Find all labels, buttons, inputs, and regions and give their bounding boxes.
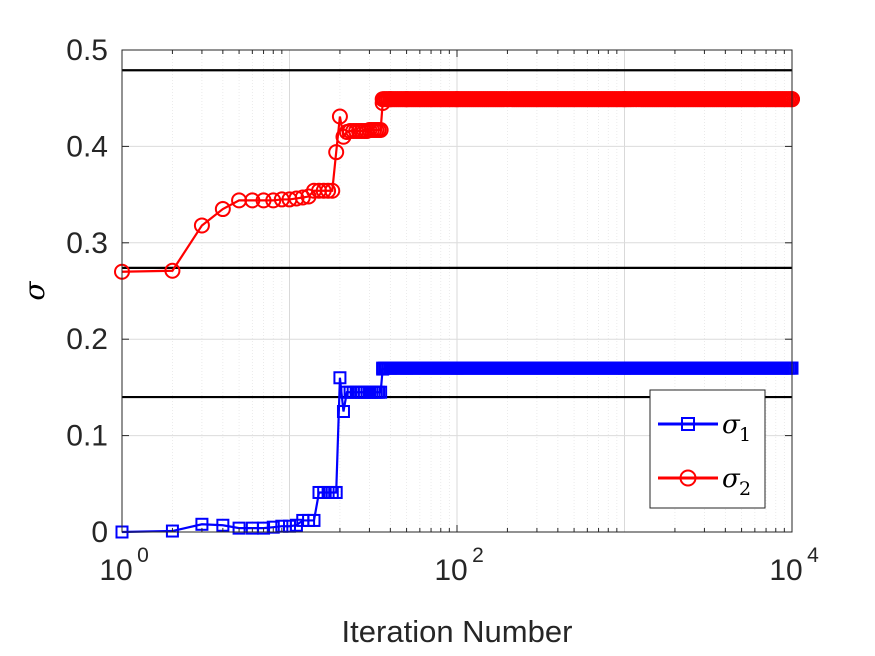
data-point	[681, 417, 695, 431]
x-tick-exponent: 4	[807, 544, 819, 567]
series-2	[114, 91, 800, 280]
x-tick-label: 10	[99, 554, 132, 587]
data-point	[214, 201, 231, 218]
legend-label-subscript: 1	[739, 424, 751, 446]
x-tick-label: 10	[434, 554, 467, 587]
data-point	[315, 182, 332, 199]
x-tick-exponent: 0	[137, 544, 149, 567]
data-point	[374, 385, 388, 399]
data-point	[244, 192, 261, 209]
data-point	[336, 405, 350, 418]
x-tick-exponent: 2	[472, 544, 484, 567]
data-point	[232, 521, 246, 535]
axis-ticks: 00.10.20.30.40.510 0 10 2 10 4	[66, 34, 819, 587]
data-point	[165, 524, 179, 538]
legend-label-subscript: 2	[739, 478, 751, 500]
data-point	[255, 192, 272, 209]
data-point	[193, 217, 210, 234]
y-tick-label: 0.2	[66, 323, 108, 356]
data-point	[328, 144, 345, 161]
data-point	[320, 182, 337, 199]
y-tick-label: 0.4	[66, 130, 108, 163]
data-point	[257, 521, 271, 535]
y-tick-label: 0	[91, 516, 108, 549]
y-tick-label: 0.1	[66, 420, 108, 453]
y-tick-label: 0.3	[66, 227, 108, 260]
data-point	[266, 520, 280, 534]
data-point	[331, 108, 348, 125]
data-point	[324, 182, 341, 199]
legend-label: σ	[722, 410, 741, 440]
data-point	[329, 485, 343, 499]
data-series	[114, 91, 800, 539]
data-point	[164, 262, 181, 279]
data-point	[372, 122, 389, 139]
legend-label: σ	[722, 464, 741, 494]
x-axis-title: Iteration Number	[342, 614, 573, 649]
y-axis-title: σ	[18, 281, 51, 301]
x-tick-label: 10	[769, 554, 802, 587]
data-point	[333, 371, 347, 385]
y-tick-label: 0.5	[66, 34, 108, 67]
series-1	[115, 361, 799, 539]
legend-box	[649, 389, 766, 509]
data-point	[307, 513, 321, 527]
data-point	[288, 190, 305, 207]
legend: σ 1σ 2	[649, 389, 766, 509]
data-point	[265, 192, 282, 209]
data-point	[679, 469, 697, 487]
